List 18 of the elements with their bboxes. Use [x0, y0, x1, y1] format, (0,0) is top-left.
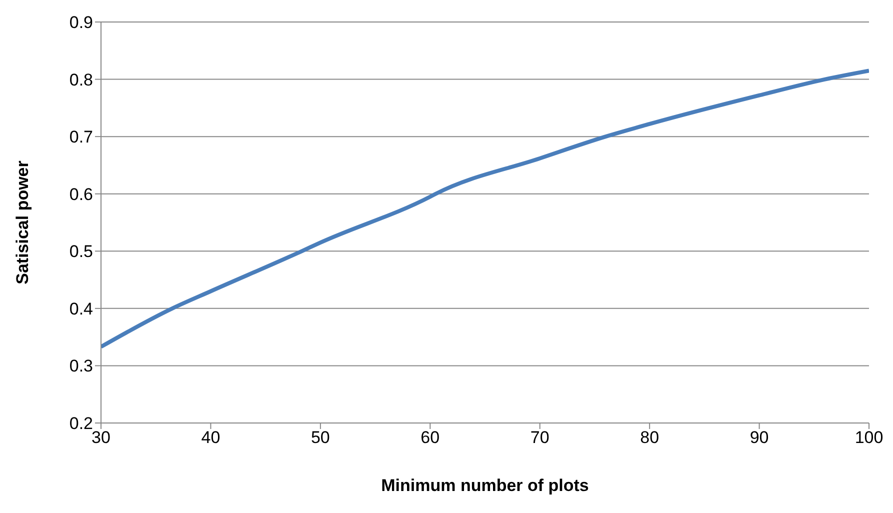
x-tick-label: 50: [310, 428, 330, 448]
x-tick-label: 100: [854, 428, 884, 448]
x-tick-label: 30: [92, 428, 110, 448]
y-tick-label: 0.6: [69, 184, 93, 204]
y-tick-label: 0.3: [69, 356, 93, 376]
x-tick-label: 40: [201, 428, 220, 448]
y-tick-label: 0.2: [69, 414, 93, 434]
x-tick-label: 80: [640, 428, 660, 448]
y-tick-label: 0.7: [69, 128, 93, 147]
y-tick-label: 0.8: [69, 70, 93, 90]
x-tick-label: 90: [750, 428, 769, 448]
x-axis-title: Minimum number of plots: [381, 476, 589, 495]
y-axis-title: Satisical power: [13, 160, 32, 284]
x-tick-label: 70: [530, 428, 550, 448]
y-tick-label: 0.4: [69, 299, 93, 318]
y-tick-label: 0.5: [69, 242, 93, 262]
y-tick-label: 0.9: [69, 13, 93, 32]
x-tick-label: 60: [420, 428, 440, 448]
